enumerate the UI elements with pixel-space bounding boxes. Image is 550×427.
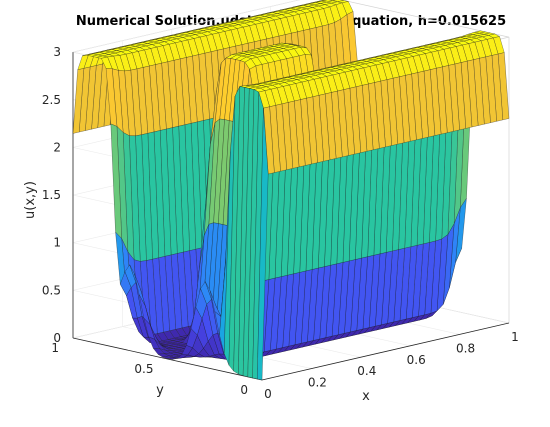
surface-mesh [72,0,510,381]
x-tick-label: 0.6 [407,353,426,367]
y-tick-label: 0 [240,383,248,397]
y-axis-label: y [156,383,164,398]
z-tick-label: 2 [53,140,61,154]
z-tick-label: 3 [53,45,61,59]
axis-line [72,337,263,381]
x-tick-label: 0.2 [308,376,327,390]
x-tick-label: 0 [264,387,272,401]
axis-lines [72,52,510,381]
x-axis-label: x [362,389,370,404]
z-tick-label: 1.5 [42,188,61,202]
axis-line [261,322,510,381]
z-tick-label: 0 [53,331,61,345]
x-tick-label: 0.4 [357,364,376,378]
z-tick-label: 1 [53,236,61,250]
y-tick-label: 1 [51,341,59,355]
y-tick-label: 0.5 [134,362,153,376]
x-tick-label: 1 [511,330,519,344]
surface-cell [257,108,269,381]
box-edge [340,0,510,38]
z-tick-label: 0.5 [42,283,61,297]
x-tick-label: 0.8 [456,341,475,355]
z-axis-label: u(x,y) [23,181,38,219]
z-tick-label: 2.5 [42,93,61,107]
